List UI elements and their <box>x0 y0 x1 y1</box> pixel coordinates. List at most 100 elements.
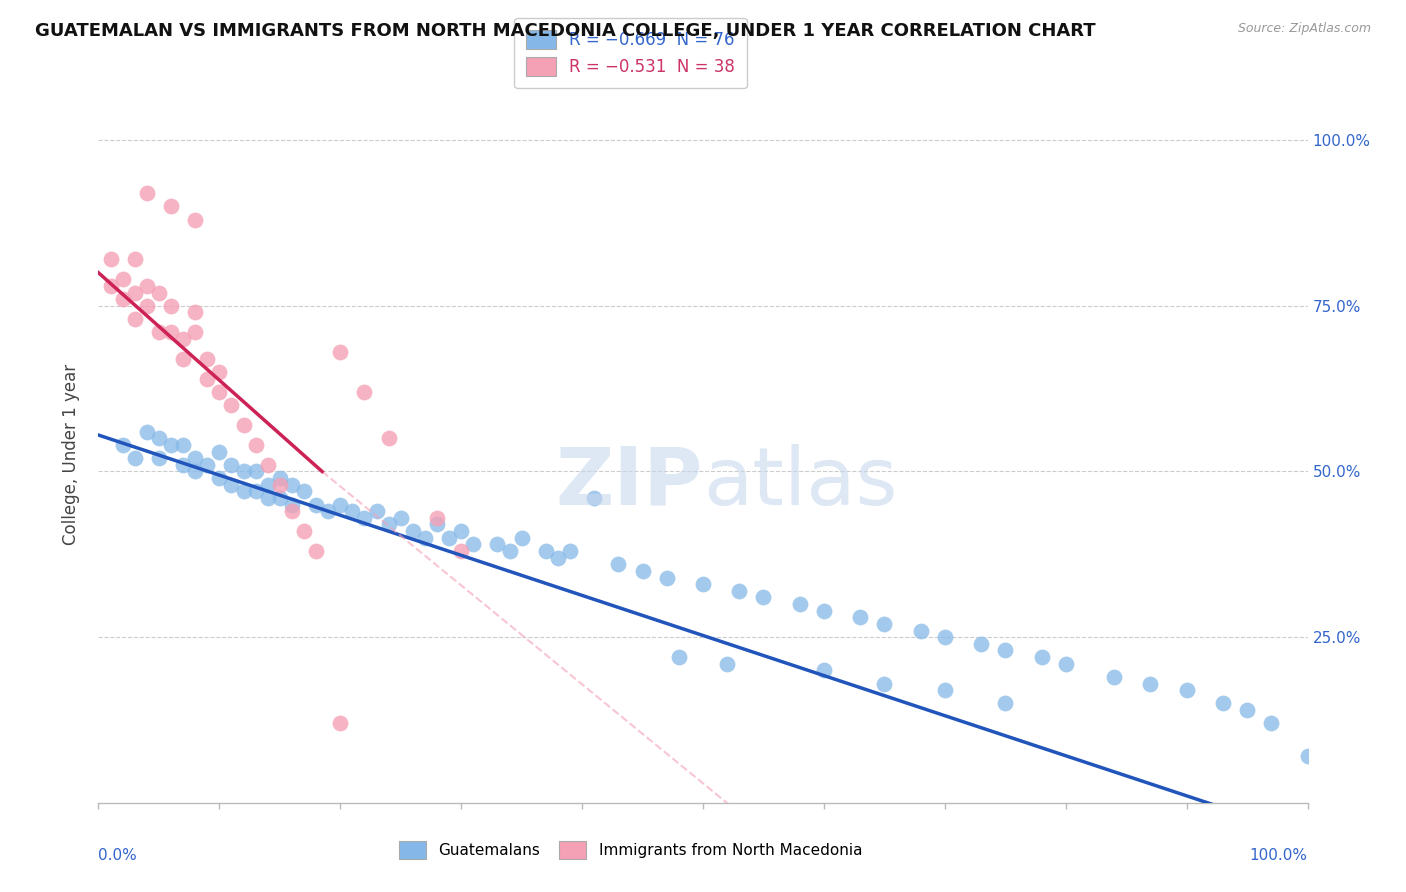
Point <box>245 465 267 479</box>
Point <box>305 498 328 512</box>
Point <box>221 458 243 472</box>
Point <box>135 299 157 313</box>
Point <box>1139 676 1161 690</box>
Point <box>631 564 654 578</box>
Point <box>256 491 278 505</box>
Point <box>402 524 425 538</box>
Point <box>221 477 243 491</box>
Point <box>389 511 412 525</box>
Point <box>232 484 254 499</box>
Point <box>281 504 304 518</box>
Point <box>437 531 460 545</box>
Point <box>413 531 436 545</box>
Point <box>426 517 449 532</box>
Point <box>692 577 714 591</box>
Point <box>329 498 352 512</box>
Point <box>450 544 472 558</box>
Point <box>970 637 993 651</box>
Point <box>486 537 509 551</box>
Point <box>148 451 170 466</box>
Point <box>221 398 243 412</box>
Point <box>813 604 835 618</box>
Point <box>184 465 207 479</box>
Point <box>994 643 1017 657</box>
Point <box>353 384 375 399</box>
Point <box>245 438 267 452</box>
Point <box>148 326 170 340</box>
Point <box>124 285 146 300</box>
Point <box>716 657 738 671</box>
Point <box>245 484 267 499</box>
Point <box>329 716 352 731</box>
Point <box>1031 650 1053 665</box>
Point <box>873 676 896 690</box>
Point <box>1296 749 1319 764</box>
Point <box>232 465 254 479</box>
Text: 100.0%: 100.0% <box>1250 848 1308 863</box>
Point <box>450 524 472 538</box>
Point <box>135 425 157 439</box>
Point <box>934 683 956 698</box>
Point <box>498 544 520 558</box>
Point <box>232 418 254 433</box>
Point <box>100 279 122 293</box>
Point <box>172 458 194 472</box>
Point <box>994 697 1017 711</box>
Point <box>1212 697 1234 711</box>
Point <box>668 650 690 665</box>
Point <box>316 504 339 518</box>
Point <box>377 517 399 532</box>
Point <box>377 431 399 445</box>
Point <box>305 544 328 558</box>
Point <box>728 583 751 598</box>
Point <box>195 351 218 366</box>
Point <box>184 212 207 227</box>
Point <box>172 438 194 452</box>
Point <box>160 326 183 340</box>
Point <box>269 471 291 485</box>
Point <box>463 537 485 551</box>
Point <box>558 544 581 558</box>
Point <box>534 544 557 558</box>
Text: 0.0%: 0.0% <box>98 848 138 863</box>
Point <box>172 351 194 366</box>
Point <box>1175 683 1198 698</box>
Point <box>208 444 231 458</box>
Point <box>583 491 606 505</box>
Point <box>329 345 352 359</box>
Point <box>269 477 291 491</box>
Point <box>292 524 315 538</box>
Point <box>256 477 278 491</box>
Point <box>160 299 183 313</box>
Point <box>184 326 207 340</box>
Point <box>752 591 775 605</box>
Point <box>655 570 678 584</box>
Point <box>789 597 811 611</box>
Point <box>208 384 231 399</box>
Point <box>281 477 304 491</box>
Point <box>269 491 291 505</box>
Point <box>426 511 449 525</box>
Point <box>135 186 157 201</box>
Point <box>292 484 315 499</box>
Point <box>160 199 183 213</box>
Point <box>353 511 375 525</box>
Point <box>208 471 231 485</box>
Point <box>111 272 134 286</box>
Point <box>195 372 218 386</box>
Point <box>1260 716 1282 731</box>
Point <box>160 438 183 452</box>
Point <box>195 458 218 472</box>
Point <box>910 624 932 638</box>
Point <box>607 558 630 572</box>
Point <box>124 312 146 326</box>
Point <box>208 365 231 379</box>
Point <box>547 550 569 565</box>
Point <box>934 630 956 644</box>
Point <box>100 252 122 267</box>
Point <box>124 451 146 466</box>
Text: Source: ZipAtlas.com: Source: ZipAtlas.com <box>1237 22 1371 36</box>
Point <box>342 504 364 518</box>
Point <box>148 285 170 300</box>
Point <box>111 292 134 306</box>
